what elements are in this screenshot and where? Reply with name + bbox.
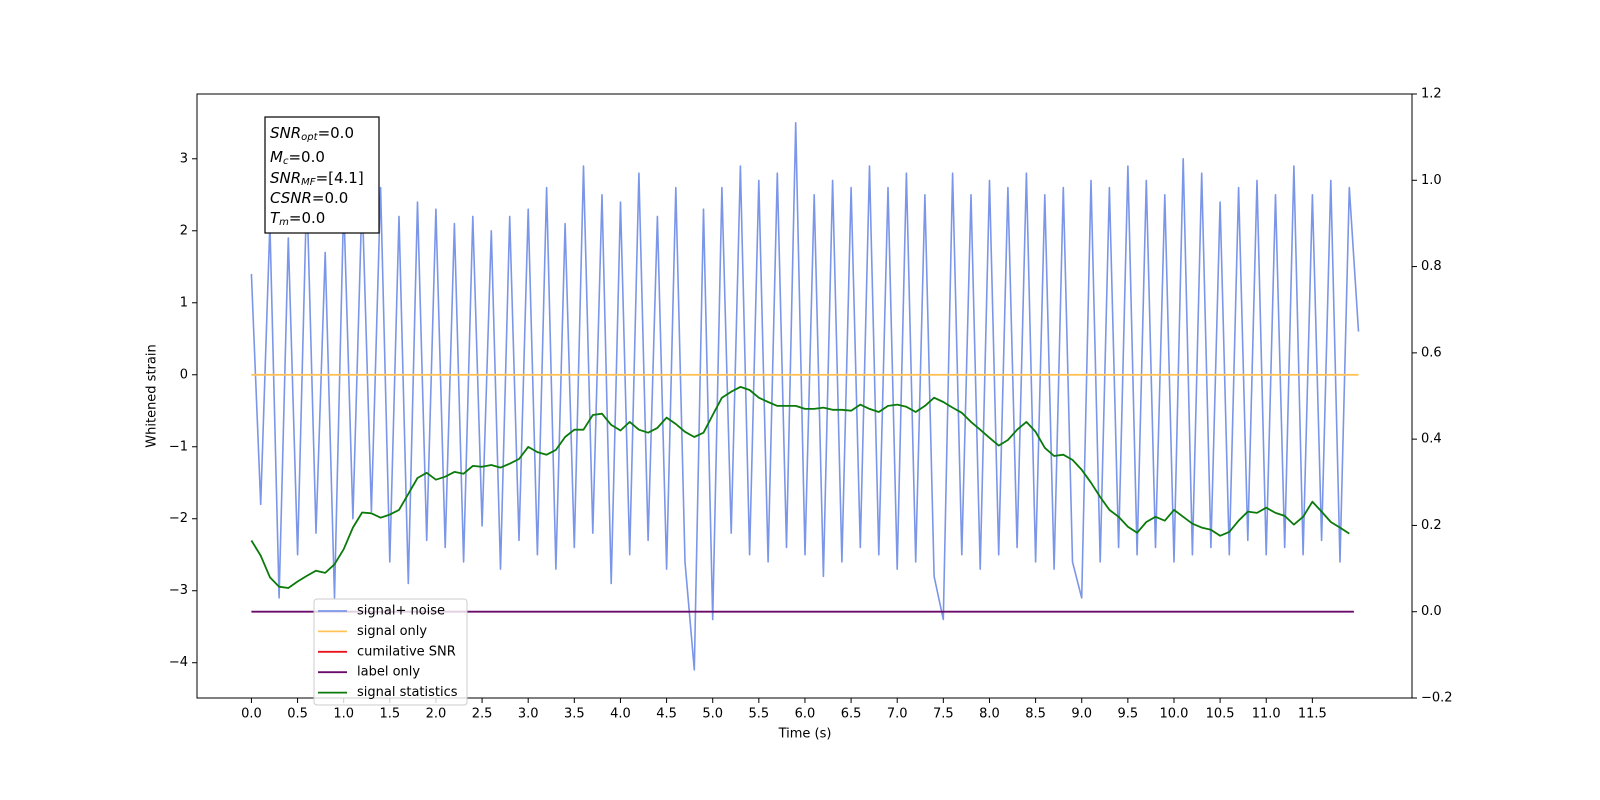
y-tick-label: −2 (169, 511, 188, 526)
x-tick-label: 4.5 (656, 707, 677, 722)
series-line (250, 122, 1360, 671)
y2-tick-label: 0.4 (1421, 432, 1442, 447)
plot-frame (196, 93, 1413, 699)
x-tick-label: 0.5 (287, 707, 308, 722)
annotation-base: M (270, 148, 283, 166)
annotation-box: SNRopt=0.0Mc=0.0SNRMF=[4.1]CSNR=0.0Tm=0.… (264, 116, 380, 234)
annotation: CSNR=0.0 (270, 189, 348, 207)
y-tick-label: 0 (180, 367, 188, 382)
annotation: Mc=0.0 (270, 148, 325, 168)
legend-label: signal+ noise (357, 604, 445, 619)
y-tick-label: −1 (169, 439, 188, 454)
annotation-value: =0.0 (312, 189, 348, 207)
x-tick-label: 8.0 (979, 707, 1000, 722)
x-tick-label: 8.5 (1025, 707, 1046, 722)
y2-tick-label: 0.8 (1421, 259, 1442, 274)
x-tick-label: 4.0 (610, 707, 631, 722)
annotation-value: =[4.1] (316, 169, 364, 187)
y2-tick-label: −0.2 (1421, 691, 1453, 706)
legend-label: cumilative SNR (357, 644, 456, 659)
x-tick-label: 9.5 (1118, 707, 1139, 722)
x-tick-label: 6.0 (795, 707, 816, 722)
legend: signal+ noise signal only cumilative SNR la… (313, 598, 468, 706)
annotation: Tm=0.0 (270, 209, 325, 229)
annotation-base: SNR (270, 124, 301, 142)
x-tick-label: 7.5 (933, 707, 954, 722)
legend-label: label only (357, 665, 420, 680)
x-tick-label: 2.5 (472, 707, 493, 722)
y2-tick-label: 0.2 (1421, 518, 1442, 533)
x-tick-label: 11.5 (1298, 707, 1327, 722)
annotation-sub: c (283, 156, 289, 167)
x-tick-label: 6.5 (841, 707, 862, 722)
y2-tick-label: 1.2 (1421, 87, 1442, 102)
x-tick-label: 10.5 (1206, 707, 1235, 722)
annotation-sub: MF (301, 177, 316, 188)
annotation: SNRopt=0.0 (270, 124, 354, 144)
annotation-base: CSNR (270, 189, 312, 207)
y-tick-label: 3 (180, 151, 188, 166)
x-tick-label: 3.5 (564, 707, 585, 722)
x-tick-label: 7.0 (887, 707, 908, 722)
annotation-sub: opt (301, 132, 318, 143)
x-tick-label: 2.0 (426, 707, 447, 722)
x-tick-label: 5.5 (748, 707, 769, 722)
legend-frame (313, 598, 468, 706)
y-tick-label: 1 (180, 295, 188, 310)
x-tick-label: 5.0 (702, 707, 723, 722)
annotation-base: T (270, 209, 281, 227)
annotation-frame (264, 116, 380, 234)
x-tick-label: 0.0 (241, 707, 262, 722)
x-tick-label: 11.0 (1252, 707, 1281, 722)
y2-tick-label: 1.0 (1421, 173, 1442, 188)
x-axis-label: Time (s) (778, 727, 832, 742)
legend-label: signal statistics (357, 685, 458, 700)
legend-label: signal only (357, 624, 427, 639)
series-line (250, 386, 1350, 589)
x-tick-label: 9.0 (1071, 707, 1092, 722)
y-tick-label: −3 (169, 583, 188, 598)
annotation-value: =0.0 (288, 148, 324, 166)
y-tick-label: 2 (180, 223, 188, 238)
annotation-sub: m (279, 217, 289, 228)
annotation-base: SNR (270, 169, 301, 187)
annotation: SNRMF=[4.1] (270, 169, 364, 189)
x-tick-label: 10.0 (1160, 707, 1189, 722)
x-tick-label: 1.0 (333, 707, 354, 722)
x-tick-label: 3.0 (518, 707, 539, 722)
y2-tick-label: 0.0 (1421, 604, 1442, 619)
y2-tick-label: 0.6 (1421, 345, 1442, 360)
y-tick-label: −4 (169, 655, 188, 670)
annotation-value: =0.0 (289, 209, 325, 227)
annotation-value: =0.0 (318, 124, 354, 142)
x-tick-label: 1.5 (379, 707, 400, 722)
y-axis-label: Whitened strain (145, 344, 160, 447)
